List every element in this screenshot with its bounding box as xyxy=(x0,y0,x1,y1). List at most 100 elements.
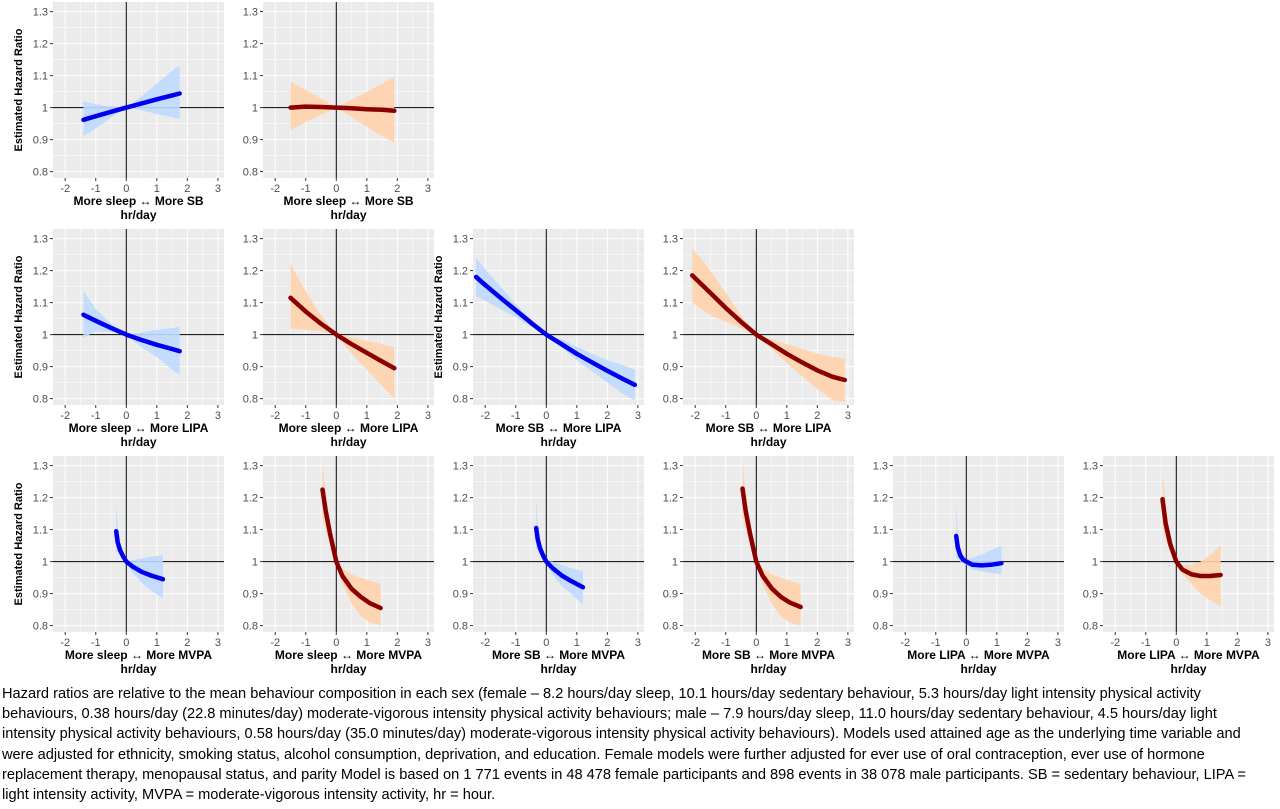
y-tick-label: 1.2 xyxy=(33,493,48,505)
x-tick-label: 3 xyxy=(425,637,431,649)
x-tick-label: -2 xyxy=(480,410,490,422)
confidence-band xyxy=(290,264,395,399)
panel-9: -2 -1 0 1 2 3 0.8 0.9 1 1.1 1.2 1.3 More SB ↔ More M… xyxy=(453,456,644,676)
x-axis-unit: hr/day xyxy=(1170,662,1206,676)
y-tick-label: 1.1 xyxy=(33,71,48,83)
y-tick-label: 1 xyxy=(1092,557,1098,569)
hazard-ratio-figure: -2 -1 0 1 2 3 0.8 0.9 1 1.1 1.2 1.3 More sleep ↔ Mor… xyxy=(13,2,1274,676)
x-axis-label: More SB ↔ More MVPA xyxy=(492,648,625,662)
y-tick-label: 1.1 xyxy=(1083,525,1098,537)
panel-3: -2 -1 0 1 2 3 0.8 0.9 1 1.1 1.2 1.3 More sleep ↔ Mor… xyxy=(13,229,224,449)
hazard-ratio-line xyxy=(320,487,383,611)
panel-background xyxy=(263,2,434,178)
y-tick-label: 1.2 xyxy=(243,266,258,278)
x-axis-label: More LIPA ↔ More MVPA xyxy=(1117,648,1260,662)
x-tick-label: -1 xyxy=(301,637,311,649)
y-tick-label: 1.2 xyxy=(1083,493,1098,505)
y-tick-label: 1.3 xyxy=(243,7,258,19)
x-axis-label: More sleep ↔ More SB xyxy=(283,194,413,208)
panel-1: -2 -1 0 1 2 3 0.8 0.9 1 1.1 1.2 1.3 More sleep ↔ Mor… xyxy=(13,2,224,222)
panel-5: -2 -1 0 1 2 3 0.8 0.9 1 1.1 1.2 1.3 More SB ↔ More L… xyxy=(433,229,644,449)
panel-background xyxy=(263,456,434,632)
y-axis-label: Estimated Hazard Ratio xyxy=(433,255,445,378)
y-tick-label: 1.1 xyxy=(33,298,48,310)
y-tick-label: 1.1 xyxy=(243,71,258,83)
y-tick-label: 1 xyxy=(252,103,258,115)
y-tick-label: 1.1 xyxy=(33,525,48,537)
y-tick-label: 1.3 xyxy=(33,7,48,19)
y-tick-label: 1.1 xyxy=(453,298,468,310)
panel-background xyxy=(893,456,1064,632)
confidence-band xyxy=(742,462,801,626)
x-tick-label: -1 xyxy=(91,637,101,649)
y-tick-label: 1 xyxy=(462,557,468,569)
confidence-band xyxy=(83,291,180,375)
x-tick-label: 1 xyxy=(784,410,790,422)
hazard-ratio-line xyxy=(113,528,166,582)
y-tick-label: 1.3 xyxy=(873,461,888,473)
y-tick-label: 1.3 xyxy=(243,234,258,246)
hazard-ratio-line xyxy=(1160,496,1223,579)
hazard-ratio-line xyxy=(288,104,397,114)
y-tick-label: 1 xyxy=(252,557,258,569)
x-tick-label: 2 xyxy=(394,410,400,422)
x-tick-label: 3 xyxy=(845,410,851,422)
x-tick-label: -2 xyxy=(60,410,70,422)
x-tick-label: -1 xyxy=(1141,637,1151,649)
y-axis-label: Estimated Hazard Ratio xyxy=(13,28,25,151)
hazard-ratio-line xyxy=(689,273,848,383)
x-tick-label: -1 xyxy=(931,637,941,649)
x-tick-label: 2 xyxy=(604,637,610,649)
y-tick-label: 0.8 xyxy=(663,394,678,406)
x-axis-label: More SB ↔ More LIPA xyxy=(496,421,622,435)
panel-background xyxy=(53,456,224,632)
x-tick-label: 2 xyxy=(184,183,190,195)
x-tick-label: 2 xyxy=(184,637,190,649)
confidence-band xyxy=(1162,472,1221,607)
y-tick-label: 1.2 xyxy=(663,266,678,278)
y-tick-label: 0.9 xyxy=(453,589,468,601)
panel-12: -2 -1 0 1 2 3 0.8 0.9 1 1.1 1.2 1.3 More LIPA ↔ More… xyxy=(1083,456,1274,676)
x-tick-label: -2 xyxy=(270,637,280,649)
y-tick-label: 0.9 xyxy=(33,589,48,601)
x-axis-unit: hr/day xyxy=(330,662,366,676)
x-tick-label: -1 xyxy=(511,410,521,422)
hazard-ratio-line xyxy=(473,274,638,388)
x-axis-unit: hr/day xyxy=(330,435,366,449)
y-tick-label: 0.8 xyxy=(873,621,888,633)
y-tick-label: 0.8 xyxy=(453,621,468,633)
confidence-band xyxy=(536,497,583,605)
x-tick-label: 1 xyxy=(364,410,370,422)
y-tick-label: 1.2 xyxy=(453,493,468,505)
y-tick-label: 1.3 xyxy=(33,461,48,473)
x-tick-label: 0 xyxy=(753,637,759,649)
panel-6: -2 -1 0 1 2 3 0.8 0.9 1 1.1 1.2 1.3 More SB ↔ More L… xyxy=(663,229,854,449)
x-axis-unit: hr/day xyxy=(120,662,156,676)
y-tick-label: 1.3 xyxy=(1083,461,1098,473)
x-tick-label: 0 xyxy=(1173,637,1179,649)
hazard-ratio-line xyxy=(81,91,182,123)
y-tick-label: 1.3 xyxy=(663,461,678,473)
x-tick-label: -2 xyxy=(60,637,70,649)
hazard-ratio-line xyxy=(288,295,397,371)
y-axis-label: Estimated Hazard Ratio xyxy=(13,255,25,378)
x-tick-label: 1 xyxy=(154,637,160,649)
panel-background xyxy=(53,229,224,405)
x-tick-label: 0 xyxy=(123,637,129,649)
x-axis-unit: hr/day xyxy=(330,208,366,222)
y-tick-label: 0.9 xyxy=(243,362,258,374)
y-tick-label: 1 xyxy=(672,557,678,569)
x-axis-unit: hr/day xyxy=(120,208,156,222)
x-tick-label: 2 xyxy=(814,410,820,422)
x-tick-label: 1 xyxy=(154,183,160,195)
x-axis-label: More sleep ↔ More MVPA xyxy=(275,648,422,662)
y-tick-label: 1 xyxy=(252,330,258,342)
x-axis-label: More sleep ↔ More SB xyxy=(73,194,203,208)
x-tick-label: 0 xyxy=(333,183,339,195)
panel-10: -2 -1 0 1 2 3 0.8 0.9 1 1.1 1.2 1.3 More SB ↔ More M… xyxy=(663,456,854,676)
x-axis-label: More SB ↔ More MVPA xyxy=(702,648,835,662)
y-tick-label: 0.8 xyxy=(243,167,258,179)
x-tick-label: 2 xyxy=(604,410,610,422)
x-tick-label: 0 xyxy=(123,183,129,195)
x-tick-label: -1 xyxy=(721,410,731,422)
